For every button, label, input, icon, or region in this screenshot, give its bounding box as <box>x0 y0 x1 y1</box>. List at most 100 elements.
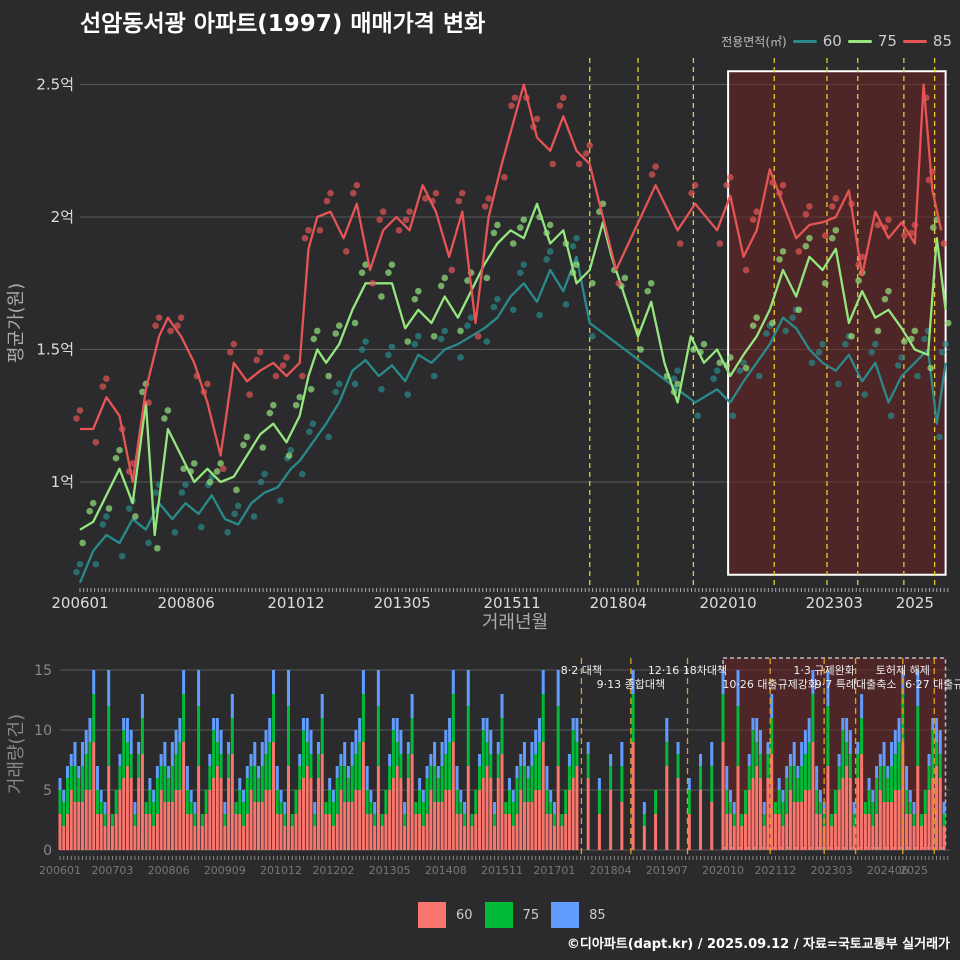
volume-bar-60 <box>455 814 459 850</box>
volume-bar-85 <box>95 766 99 790</box>
volume-bar-60 <box>788 790 792 850</box>
price-point-60 <box>287 446 295 454</box>
price-point-85 <box>485 195 492 202</box>
volume-bar-60 <box>414 814 418 850</box>
price-point-85 <box>749 216 757 223</box>
volume-bar-60 <box>773 814 777 850</box>
volume-bar-60 <box>545 814 549 850</box>
volume-bar-60 <box>758 778 762 850</box>
volume-bar-85 <box>313 802 317 814</box>
volume-bar-60 <box>125 766 129 850</box>
price-point-75 <box>700 340 708 348</box>
volume-bar-60 <box>133 826 137 850</box>
volume-bar-75 <box>567 766 571 790</box>
volume-bar-75 <box>721 694 725 742</box>
volume-bar-85 <box>766 742 770 754</box>
price-point-85 <box>753 208 760 215</box>
volume-bar-75 <box>882 766 886 802</box>
volume-bar-75 <box>515 778 519 814</box>
volume-bar-85 <box>755 718 759 742</box>
volume-bar-75 <box>897 742 901 790</box>
volume-bar-85 <box>331 790 335 802</box>
volume-bar-85 <box>728 790 732 802</box>
volume-bar-85 <box>785 766 789 778</box>
price-point-75 <box>180 465 187 473</box>
volume-bar-60 <box>721 742 725 850</box>
volume-bar-85 <box>107 670 111 706</box>
price-point-60 <box>362 338 369 345</box>
volume-bar-85 <box>260 742 264 766</box>
volume-x-tick-label: 201511 <box>481 864 523 877</box>
volume-bar-85 <box>361 670 365 694</box>
price-point-60 <box>197 523 205 531</box>
price-point-60 <box>710 375 717 382</box>
volume-bar-60 <box>522 802 526 850</box>
volume-bar-85 <box>463 802 467 814</box>
volume-bar-75 <box>811 694 815 742</box>
price-point-75 <box>674 380 681 388</box>
volume-bar-75 <box>395 742 399 766</box>
price-line-60 <box>78 255 947 584</box>
volume-bar-60 <box>549 814 553 850</box>
volume-bar-75 <box>758 754 762 778</box>
volume-bar-85 <box>665 718 669 742</box>
volume-bar-75 <box>208 766 212 790</box>
volume-bar-85 <box>886 766 890 778</box>
volume-bar-60 <box>440 802 444 850</box>
price-point-75 <box>233 486 240 494</box>
size-legend: 전용면적(㎡) 60 75 85 <box>721 32 952 50</box>
highlight-region <box>727 70 947 576</box>
volume-bar-75 <box>264 754 268 790</box>
volume-bar-85 <box>159 754 163 766</box>
price-point-75 <box>885 287 892 295</box>
volume-bar-75 <box>522 766 526 802</box>
volume-bar-75 <box>444 754 448 790</box>
volume-bar-60 <box>699 790 703 850</box>
price-y-tick-label: 2억 <box>51 208 74 226</box>
volume-bar-75 <box>410 718 414 754</box>
price-point-75 <box>457 327 464 335</box>
volume-bar-60 <box>560 826 564 850</box>
volume-bar-60 <box>515 814 519 850</box>
volume-bar-60 <box>395 766 399 850</box>
volume-bar-60 <box>268 790 272 850</box>
price-point-85 <box>511 94 519 102</box>
volume-bar-85 <box>140 694 144 718</box>
volume-bar-75 <box>654 790 658 814</box>
volume-bar-60 <box>200 826 204 850</box>
volume-legend-label-75: 75 <box>522 907 540 923</box>
price-point-85 <box>327 189 334 197</box>
volume-bar-60 <box>316 778 320 850</box>
volume-bar-60 <box>242 826 246 850</box>
volume-bar-75 <box>354 754 358 790</box>
volume-bar-60 <box>912 826 916 850</box>
price-point-75 <box>240 441 247 449</box>
volume-bar-75 <box>474 790 478 814</box>
volume-bar-85 <box>219 730 223 754</box>
price-y-tick-label: 1억 <box>51 473 74 491</box>
price-point-85 <box>406 208 413 215</box>
volume-legend-item-75: 75 <box>484 902 540 928</box>
volume-bar-60 <box>931 778 935 850</box>
policy-annotation: 토허제 해제 <box>876 663 930 677</box>
price-point-85 <box>795 248 803 255</box>
price-point-60 <box>99 521 107 528</box>
price-point-75 <box>154 544 161 552</box>
price-line-75 <box>79 202 947 537</box>
volume-bar-85 <box>58 778 62 790</box>
volume-bar-60 <box>893 790 897 850</box>
volume-bar-75 <box>875 778 879 814</box>
price-point-85 <box>448 266 456 274</box>
price-point-60 <box>73 568 80 576</box>
volume-bar-60 <box>530 802 534 850</box>
volume-bar-60 <box>860 754 864 850</box>
volume-bar-75 <box>796 778 800 802</box>
price-point-60 <box>562 301 570 308</box>
price-point-85 <box>828 203 836 210</box>
volume-bar-60 <box>927 790 931 850</box>
price-point-75 <box>385 269 392 276</box>
volume-bar-85 <box>421 790 425 802</box>
price-point-60 <box>464 322 471 329</box>
volume-legend-swatch-75 <box>484 902 513 928</box>
volume-bar-85 <box>77 766 81 778</box>
